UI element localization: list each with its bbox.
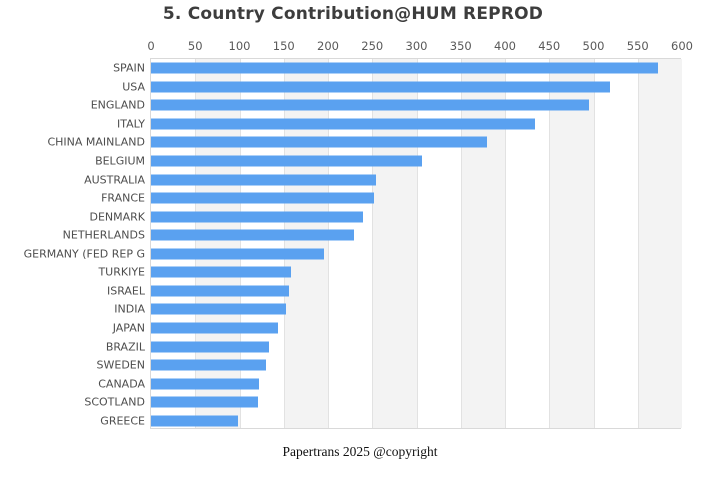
category-label: SCOTLAND [84,395,145,409]
background-stripe [593,59,638,428]
bar [151,155,422,167]
bar-row: TURKIYE [98,263,680,282]
bar [151,81,611,93]
bar [151,378,259,390]
bar [151,415,238,427]
x-axis-tick-label: 400 [494,39,516,53]
bar [151,248,324,260]
bar [151,99,590,111]
bar [151,211,364,223]
bar-row: CANADA [98,374,680,393]
category-label: INDIA [114,302,145,316]
x-axis-tick-label: 50 [187,39,203,53]
category-label: NETHERLANDS [62,228,145,242]
background-stripe [549,59,594,428]
bar-row: FRANCE [101,189,680,208]
bar [151,62,659,74]
bar [151,229,354,241]
x-axis-tick-label: 0 [147,39,155,53]
category-label: BELGIUM [95,154,145,168]
category-label: BRAZIL [105,340,145,354]
bar-row: USA [122,78,680,97]
x-axis-tick-label: 350 [449,39,472,53]
category-label: USA [122,80,145,94]
category-label: SPAIN [113,61,145,75]
gridline [593,59,595,428]
gridline [505,59,506,428]
bar-row: JAPAN [113,319,680,338]
chart-title: 5. Country Contribution@HUM REPROD [162,4,544,24]
category-label: CANADA [98,377,145,391]
bar-row: BRAZIL [106,337,680,356]
x-axis-tick-label: 600 [671,39,693,53]
bar-row: SCOTLAND [84,393,680,412]
x-axis-tick-label: 250 [361,39,384,53]
gridline [372,59,374,428]
bar-row: SWEDEN [97,356,680,375]
gridline [328,59,329,428]
gridline [195,59,197,428]
category-label: ENGLAND [90,98,145,112]
bar-row: CHINA MAINLAND [47,133,680,152]
bar [151,303,287,315]
gridline [549,59,551,428]
x-axis-tick-label: 150 [272,39,295,53]
bar-row: BELGIUM [95,152,680,171]
category-label: ISRAEL [106,284,145,298]
bar-row: GREECE [100,411,680,430]
bar [151,136,488,148]
bar [151,118,536,130]
x-axis-tick-label: 550 [626,39,649,53]
category-label: DENMARK [89,210,145,224]
bar [151,285,290,297]
gridline [460,59,462,428]
bar [151,322,278,334]
plot-area: 0 50 100 150 200 250 300 350 400 450 500 550 600 SPAI… [24,39,693,430]
bar-row: SPAIN [113,59,680,78]
bar [151,174,376,186]
category-label: FRANCE [101,191,145,205]
category-label: AUSTRALIA [84,173,145,187]
bar-row: ITALY [117,115,680,134]
bar [151,192,375,204]
x-axis-tick-label: 450 [538,39,561,53]
category-label: CHINA MAINLAND [47,135,145,149]
background-stripe [637,59,682,428]
gridline [239,59,241,428]
bar [151,341,269,353]
bar-row: GERMANY (FED REP G [24,245,680,264]
category-label: TURKIYE [98,265,145,279]
gridline [283,59,285,428]
bar-row: DENMARK [89,207,680,226]
category-label: GERMANY (FED REP G [23,247,145,261]
footer-text: Papertrans 2025 @copyright [282,444,438,459]
bar [151,359,267,371]
x-axis-tick-label: 200 [317,39,339,53]
category-label: JAPAN [112,321,145,335]
x-axis-tick-label: 300 [405,39,428,53]
bar [151,266,291,278]
bar-row: NETHERLANDS [63,226,680,245]
category-label: SWEDEN [96,358,145,372]
category-label: GREECE [100,414,145,428]
category-label: ITALY [116,117,145,131]
x-axis-tick-label: 100 [228,39,251,53]
gridline [637,59,639,428]
bar-row: ENGLAND [91,96,680,115]
bar-row: INDIA [114,300,680,319]
bar [151,396,259,408]
bar-row: ISRAEL [107,282,680,301]
bar-row: AUSTRALIA [84,170,680,189]
x-axis-tick-label: 500 [582,39,605,53]
gridline [416,59,418,428]
